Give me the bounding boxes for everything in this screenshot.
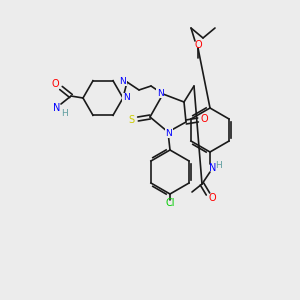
Text: N: N: [157, 88, 164, 98]
Text: H: H: [61, 110, 68, 118]
Text: H: H: [216, 161, 222, 170]
Text: N: N: [123, 94, 129, 103]
Text: Cl: Cl: [165, 198, 175, 208]
Text: N: N: [120, 76, 126, 85]
Text: O: O: [208, 193, 216, 203]
Text: O: O: [51, 79, 59, 89]
Text: N: N: [209, 163, 217, 173]
Text: O: O: [200, 114, 208, 124]
Text: S: S: [128, 115, 134, 125]
Text: O: O: [194, 40, 202, 50]
Text: N: N: [166, 128, 172, 137]
Text: N: N: [53, 103, 61, 113]
